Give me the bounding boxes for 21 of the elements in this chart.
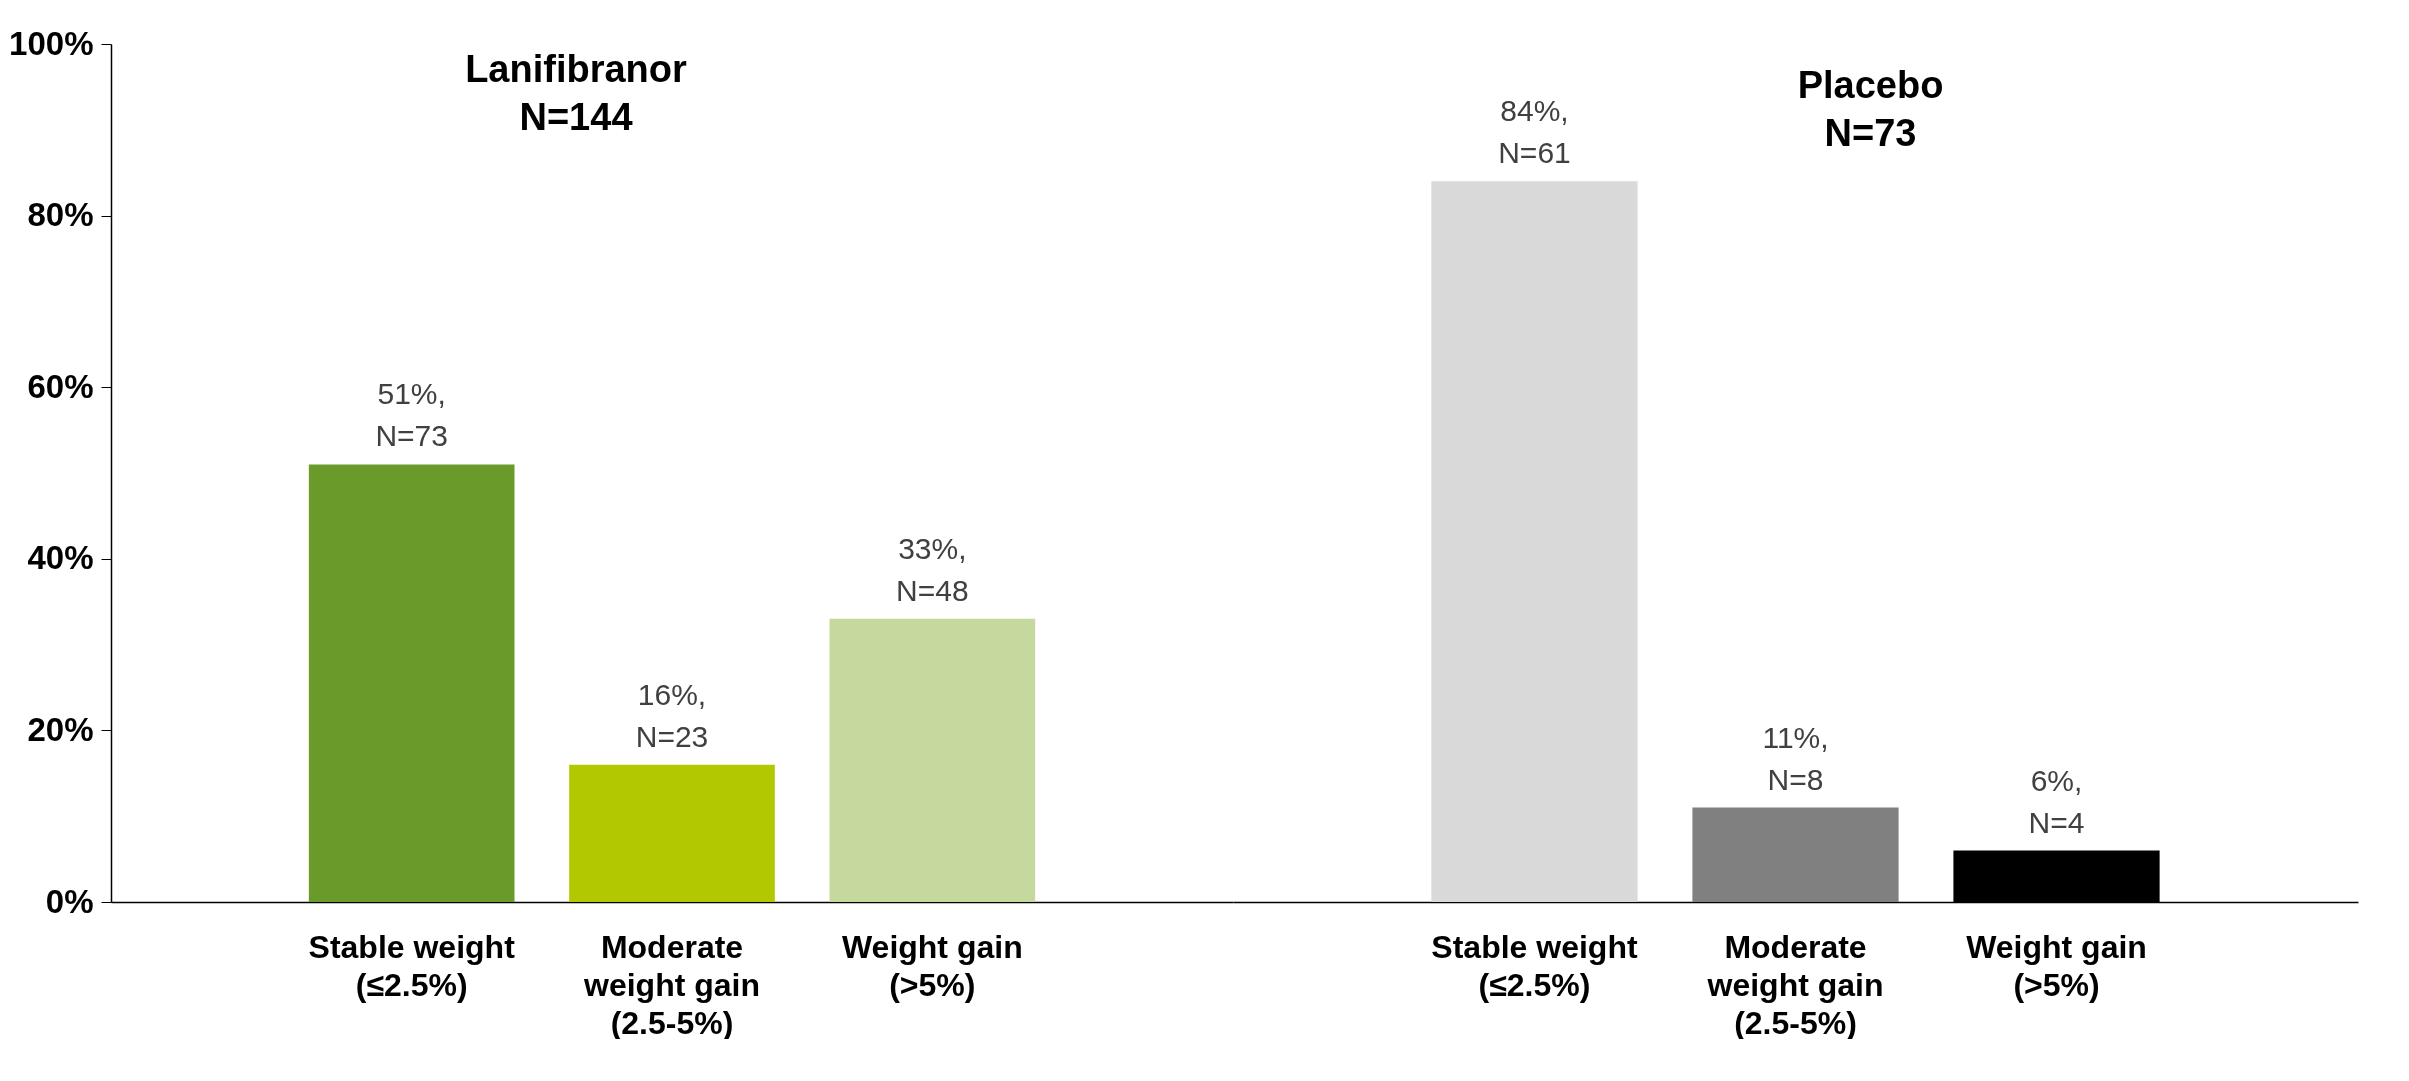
y-tick-label: 100%: [9, 24, 94, 62]
y-tick-label: 60%: [27, 367, 94, 405]
text: Placebo N=73: [1797, 64, 1944, 154]
bar: [308, 464, 515, 902]
y-tick-label: 20%: [27, 710, 94, 748]
x-tick-label: Weight gain (>5%): [841, 928, 1023, 1003]
x-tick-label: Weight gain (>5%): [1966, 928, 2147, 1003]
bar: [569, 764, 775, 902]
data-label: 16%, N=23: [635, 677, 709, 753]
data-label: 84%, N=61: [1498, 94, 1571, 170]
data-label: 33%, N=48: [896, 531, 969, 607]
y-tick-label: 0%: [45, 882, 94, 920]
data-label: 6%, N=4: [2028, 763, 2085, 839]
y-tick-label: 80%: [27, 196, 94, 234]
x-tick-label: Stable weight (≤2.5%): [1431, 928, 1638, 1003]
data-label: 11%, N=8: [1762, 720, 1829, 796]
y-tick-label: 40%: [27, 539, 94, 577]
text: Lanifibranor N=144: [465, 48, 688, 138]
bar: [829, 618, 1036, 902]
x-tick-label: Stable weight (≤2.5%): [308, 928, 516, 1003]
data-label: 51%, N=73: [375, 377, 448, 453]
